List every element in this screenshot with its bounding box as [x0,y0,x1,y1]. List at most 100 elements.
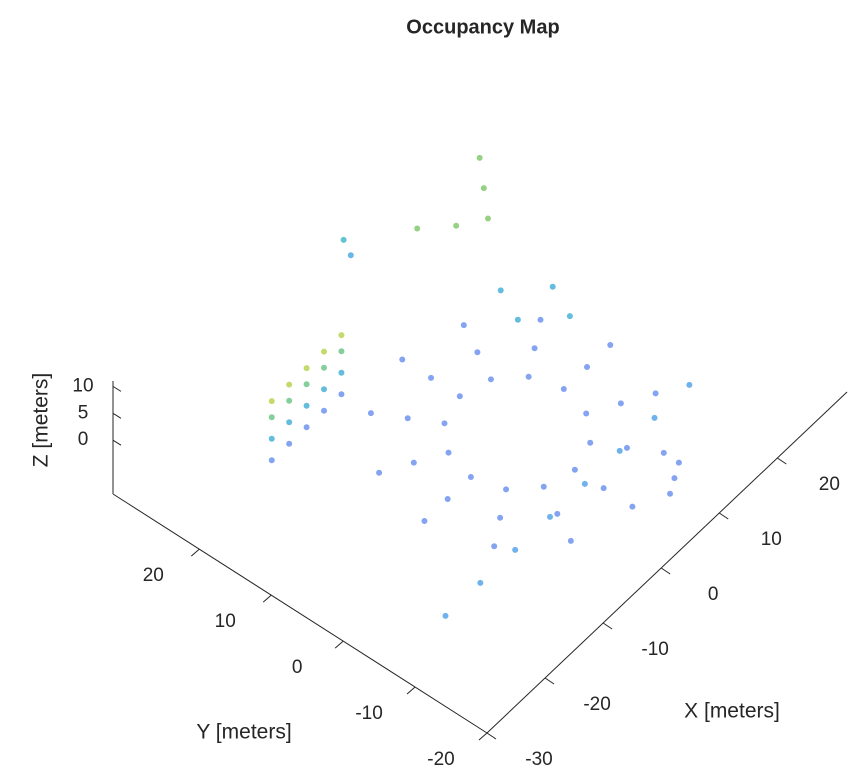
point [629,504,635,510]
point [304,424,310,430]
point [376,470,382,476]
point [338,370,344,376]
point [428,375,434,381]
chart-title: Occupancy Map [406,16,559,38]
point [686,382,692,388]
point [653,390,659,396]
x-tick-label: -30 [525,749,552,770]
y-axis [113,494,487,733]
point [583,410,589,416]
point [321,386,327,392]
x-tick [487,733,496,739]
point [667,491,673,497]
point [624,445,630,451]
z-tick [113,386,121,391]
point [304,403,310,409]
x-tick-label: 10 [761,529,782,550]
point [414,225,420,231]
point [515,317,521,323]
y-tick-label: -20 [427,749,454,770]
point [618,400,624,406]
point [453,223,459,229]
y-tick-label: 0 [292,657,303,678]
point [671,475,677,481]
point [348,252,354,258]
point [338,391,344,397]
z-tick-label: 10 [72,375,93,396]
point [676,460,682,466]
y-tick [263,595,271,602]
point [405,415,411,421]
point [547,514,553,520]
y-tick [479,733,487,740]
x-axis-label: X [meters] [684,700,780,723]
point [477,155,483,161]
y-tick [407,687,415,694]
point [550,284,556,290]
z-tick-label: 0 [78,429,89,450]
point [526,374,532,380]
point [512,547,518,553]
z-tick [113,413,121,418]
point [368,410,374,416]
point [341,237,347,243]
point [584,364,590,370]
x-tick [661,568,670,574]
point [461,322,467,328]
y-tick [191,549,199,556]
point [321,349,327,355]
point [441,420,447,426]
point [411,460,417,466]
point [572,467,578,473]
point [468,474,474,480]
chart: Occupancy Map X [meters] Y [meters] Z [m… [0,0,864,778]
point [661,450,667,456]
point [497,515,503,521]
point [498,287,504,293]
point [587,440,593,446]
point [338,332,344,338]
point [561,386,567,392]
point [601,485,607,491]
point [286,398,292,404]
point [481,185,487,191]
point [554,511,560,517]
point [399,356,405,362]
point [304,365,310,371]
point [485,215,491,221]
point [321,365,327,371]
x-tick [603,623,612,629]
point [582,481,588,487]
point [477,580,483,586]
point [568,538,574,544]
point [338,348,344,354]
point [321,408,327,414]
y-axis-label: Y [meters] [196,721,291,744]
point [457,393,463,399]
point [491,543,497,549]
x-tick [719,513,728,519]
y-tick-label: 20 [143,565,164,586]
x-tick-label: 0 [708,584,719,605]
point [269,457,275,463]
x-tick-label: -10 [641,639,668,660]
point [269,398,275,404]
x-tick-label: 20 [819,474,840,495]
point [538,317,544,323]
z-tick [113,440,121,445]
point [446,450,452,456]
y-tick-label: 10 [215,611,236,632]
point [286,441,292,447]
point [541,484,547,490]
z-axis-label: Z [meters] [30,373,53,468]
z-tick-label: 5 [78,402,89,423]
y-tick [335,641,343,648]
point [442,613,448,619]
point [445,496,451,502]
point [607,342,613,348]
y-tick-label: -10 [355,703,382,724]
point [652,415,658,421]
point [474,349,480,355]
x-tick [545,678,554,684]
point [269,436,275,442]
